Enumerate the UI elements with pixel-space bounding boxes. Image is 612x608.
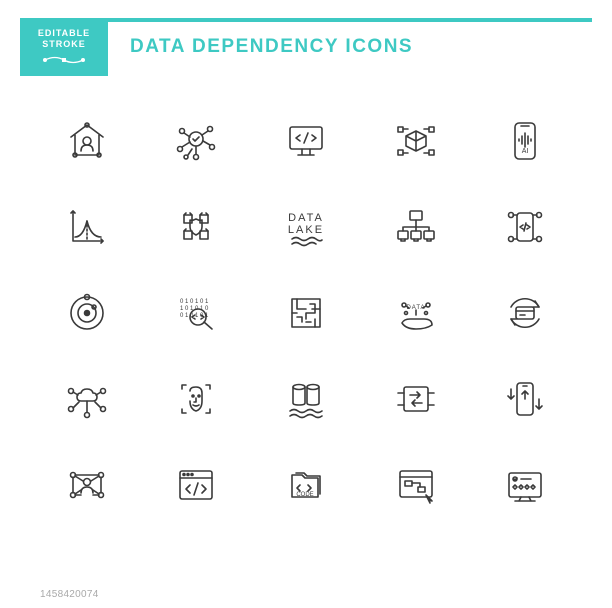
card-refresh-cycle-icon <box>484 284 566 342</box>
maze-icon <box>265 284 347 342</box>
watermark-id: 1458420074 <box>40 589 99 600</box>
network-computers-icon <box>375 198 457 256</box>
data-lake-text-icon: DATALAKE <box>265 198 347 256</box>
cloud-network-icon <box>46 370 128 428</box>
svg-text:CODE: CODE <box>296 492 313 498</box>
editable-stroke-badge: EDITABLE STROKE <box>20 18 108 76</box>
flow-window-cursor-icon <box>375 456 457 514</box>
orbit-target-icon <box>46 284 128 342</box>
user-node-mesh-icon <box>46 456 128 514</box>
phone-sync-icon <box>484 370 566 428</box>
stroke-glyph-icon <box>41 54 87 66</box>
face-recognition-icon <box>156 370 238 428</box>
svg-text:0 1 0 1 0 1: 0 1 0 1 0 1 <box>180 299 209 305</box>
badge-text-line2: STROKE <box>42 39 86 50</box>
icon-grid: AI DATALAKE 0 1 0 1 0 11 0 1 0 1 00 1 0 … <box>0 76 612 544</box>
svg-text:DATA: DATA <box>288 212 324 224</box>
svg-text:LAKE: LAKE <box>288 224 324 236</box>
data-silos-water-icon <box>265 370 347 428</box>
code-folder-icon: CODE <box>265 456 347 514</box>
data-hand-icon: DATA <box>375 284 457 342</box>
distribution-chart-icon <box>46 198 128 256</box>
cube-ports-icon <box>375 112 457 170</box>
shield-cubes-icon <box>156 198 238 256</box>
svg-text:AI: AI <box>522 148 529 155</box>
code-window-icon <box>156 456 238 514</box>
title-bar: DATA DEPENDENCY ICONS <box>108 18 592 76</box>
code-monitor-icon <box>265 112 347 170</box>
graph-nodes-check-icon <box>156 112 238 170</box>
page-title: DATA DEPENDENCY ICONS <box>130 36 592 58</box>
transfer-arrows-box-icon <box>375 370 457 428</box>
header: EDITABLE STROKE DATA DEPENDENCY ICONS <box>20 18 592 76</box>
binary-search-icon: 0 1 0 1 0 11 0 1 0 1 00 1 0 1 0 1 <box>156 284 238 342</box>
user-network-house-icon <box>46 112 128 170</box>
rating-checklist-board-icon <box>484 456 566 514</box>
badge-text-line1: EDITABLE <box>38 28 90 39</box>
phone-code-ports-icon <box>484 198 566 256</box>
ai-phone-icon: AI <box>484 112 566 170</box>
